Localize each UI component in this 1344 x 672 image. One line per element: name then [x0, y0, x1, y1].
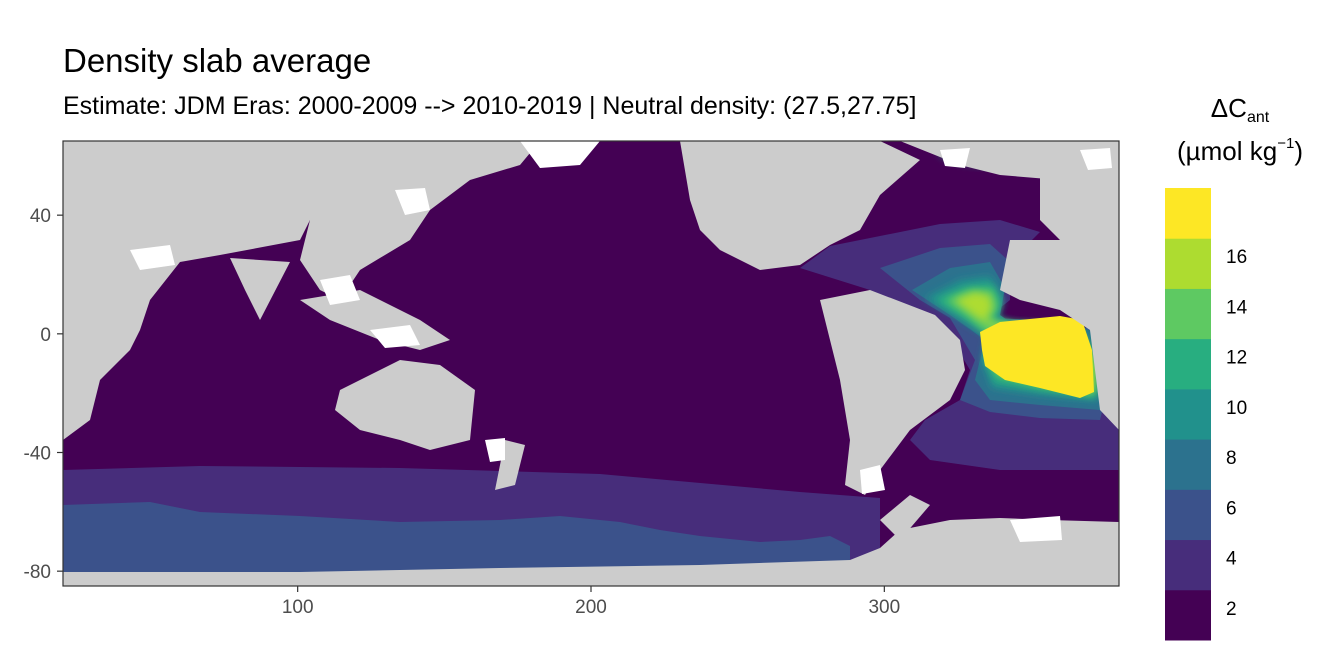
missing-patch-maritime-continent [370, 325, 420, 348]
y-tick-label: -80 [24, 562, 51, 583]
legend-swatch [1165, 439, 1211, 490]
legend-swatch [1165, 539, 1211, 591]
legend-break-label: 6 [1226, 498, 1237, 519]
land-europe [1040, 160, 1119, 240]
southern-ocean-band-4-6 [63, 502, 850, 586]
missing-patch-hudson [940, 148, 970, 168]
land-asia [300, 141, 540, 300]
missing-patch-weddell [1010, 516, 1062, 542]
legend-break-label: 8 [1226, 448, 1237, 469]
legend-labels: 2 4 6 8 10 12 14 16 [1226, 247, 1248, 620]
missing-patch-drake [860, 465, 885, 494]
land-antarctica [63, 518, 1119, 586]
legend-break-label: 14 [1226, 297, 1248, 318]
chart-subtitle: Estimate: JDM Eras: 2000-2009 --> 2010-2… [63, 92, 917, 120]
legend-break-label: 10 [1226, 398, 1247, 419]
land-masses [63, 141, 1119, 586]
land-south-america [820, 290, 965, 495]
land-india [230, 258, 290, 320]
missing-patch-tasman [485, 438, 505, 462]
legend-swatch [1165, 338, 1211, 390]
legend-colorbar [1165, 188, 1211, 641]
legend-break-label: 12 [1226, 348, 1247, 369]
land-australia [335, 360, 475, 450]
land-africa [63, 141, 330, 440]
legend-break-label: 4 [1226, 549, 1237, 570]
x-tick-label: 200 [575, 597, 607, 618]
land-antarctic-peninsula [880, 495, 930, 540]
y-tick-label: 0 [40, 325, 51, 346]
x-tick-label: 100 [282, 597, 314, 618]
legend-break-label: 16 [1226, 247, 1247, 268]
x-tick-label: 300 [868, 597, 900, 618]
legend-break-label: 2 [1226, 599, 1237, 620]
map-panel [63, 141, 1119, 586]
legend-symbol-line: ΔCant [1160, 88, 1320, 131]
land-west-africa [1000, 240, 1119, 430]
x-axis: 100 200 300 [282, 586, 900, 618]
y-axis: 40 0 -40 -80 [24, 206, 63, 583]
missing-patch-east-china-sea [320, 275, 360, 305]
y-tick-label: -40 [24, 444, 51, 465]
legend-unit-line: (µmol kg−1) [1160, 131, 1320, 171]
legend-swatch [1165, 388, 1211, 440]
land-north-america [680, 141, 920, 270]
legend-unit-suffix: ) [1294, 135, 1303, 166]
legend-symbol: ΔC [1210, 93, 1247, 123]
missing-patch-arabia [130, 245, 175, 270]
legend-swatch [1165, 589, 1211, 641]
legend-unit-prefix: (µmol kg [1177, 135, 1278, 166]
legend-subscript: ant [1246, 109, 1270, 126]
chart-title: Density slab average [63, 42, 372, 79]
missing-patch-japan-sea [395, 188, 430, 215]
legend-unit-exponent: −1 [1277, 134, 1295, 152]
missing-patch-labrador [1080, 148, 1112, 170]
missing-data-patches [130, 141, 1112, 542]
legend-swatch [1165, 238, 1211, 289]
atlantic-peak-16plus [980, 316, 1094, 398]
legend-title: ΔCant (µmol kg−1) [1160, 88, 1320, 171]
y-tick-label: 40 [30, 206, 51, 227]
missing-patch-arctic [520, 141, 600, 168]
legend-swatch [1165, 188, 1211, 239]
legend-swatch [1165, 288, 1211, 340]
legend-swatch [1165, 489, 1211, 541]
